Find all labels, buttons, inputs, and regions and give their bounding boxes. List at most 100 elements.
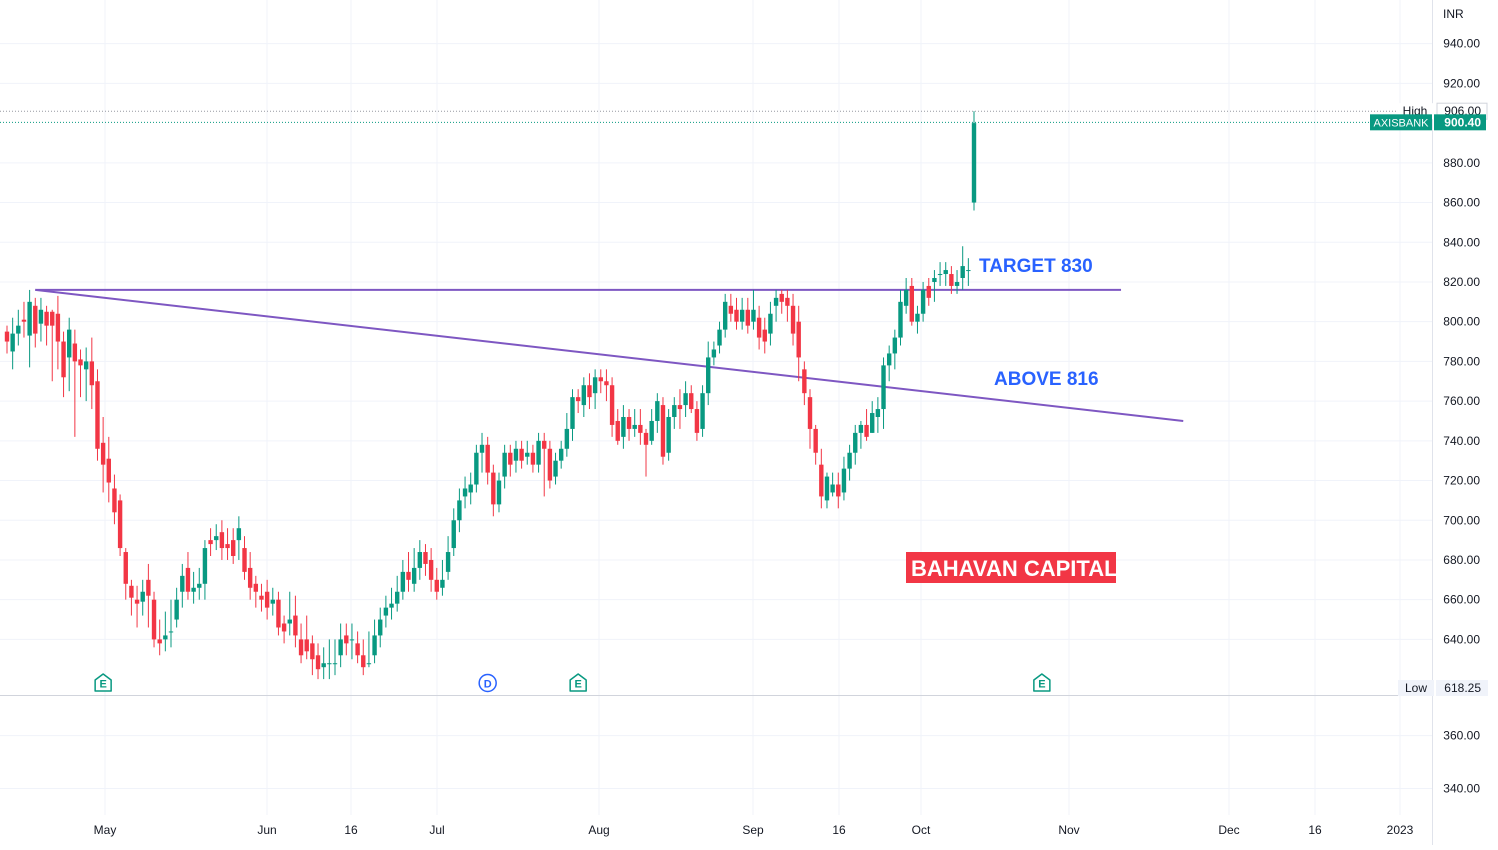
candle-body	[739, 309, 745, 322]
candle-up	[858, 420, 864, 449]
candle-body	[117, 500, 123, 549]
candle-body	[315, 655, 321, 670]
candle-up	[525, 440, 530, 465]
candle-down	[660, 397, 666, 465]
candle-body	[858, 424, 864, 433]
low-value: 618.25	[1444, 681, 1481, 695]
candle-down	[242, 536, 247, 580]
candle-body	[632, 424, 637, 429]
x-tick-label: 16	[344, 823, 358, 837]
candle-body	[649, 420, 654, 441]
candle-body	[711, 349, 717, 358]
candle-down	[21, 301, 27, 338]
candle-up	[338, 623, 343, 668]
candle-up	[411, 548, 417, 592]
candle-body	[445, 552, 451, 572]
candle-up	[666, 409, 671, 461]
candle-body	[406, 571, 411, 580]
marker-label: D	[484, 679, 492, 691]
candle-down	[745, 297, 751, 334]
candle-down	[293, 595, 298, 648]
y-tick-label: 920.00	[1443, 76, 1480, 90]
candle-body	[123, 552, 128, 584]
candle-up	[163, 611, 168, 652]
candle-up	[140, 579, 145, 616]
candle-up	[672, 397, 677, 429]
earnings-icon: E	[94, 673, 112, 692]
candle-up	[768, 301, 773, 346]
candle-body	[134, 599, 140, 604]
candle-up	[853, 424, 858, 465]
candle-body	[474, 452, 479, 485]
candle-down	[231, 528, 236, 564]
candle-body	[881, 365, 886, 410]
low-label-bg	[1398, 680, 1434, 696]
candle-down	[819, 448, 824, 509]
candle-body	[236, 528, 242, 541]
candle-body	[247, 567, 253, 588]
candle-body	[841, 468, 847, 493]
candle-up	[496, 472, 502, 513]
x-tick-label: Oct	[912, 823, 931, 837]
candle-body	[180, 575, 185, 592]
candle-up	[621, 405, 626, 449]
watermark-label: BAHAVAN CAPITAL	[906, 552, 1118, 583]
y-tick-label: 700.00	[1443, 513, 1480, 527]
candle-body	[966, 270, 971, 272]
candle-down	[756, 305, 762, 350]
candle-down	[134, 585, 140, 628]
candlesticks	[4, 111, 977, 680]
candle-body	[700, 393, 705, 429]
candle-body	[304, 639, 309, 652]
candle-up	[960, 246, 965, 290]
candle-up	[389, 587, 394, 620]
candle-body	[112, 488, 117, 513]
candle-body	[751, 309, 756, 322]
candle-body	[191, 587, 196, 592]
candle-body	[864, 424, 869, 437]
candle-down	[89, 337, 95, 410]
candle-body	[411, 567, 417, 584]
candle-down	[259, 583, 264, 612]
candle-down	[762, 317, 767, 354]
candle-body	[836, 484, 841, 497]
candle-down	[129, 579, 134, 616]
y-tick-label: 340.00	[1443, 782, 1480, 796]
candle-up	[468, 472, 473, 505]
candle-body	[259, 595, 264, 600]
candle-up	[349, 623, 355, 660]
x-tick-label: Dec	[1218, 823, 1239, 837]
candle-body	[621, 417, 626, 437]
candle-down	[485, 436, 490, 485]
candle-down	[344, 623, 349, 656]
candle-up	[67, 317, 72, 392]
candle-down	[926, 278, 931, 306]
candle-body	[508, 452, 513, 465]
candle-body	[468, 484, 473, 493]
candle-down	[587, 373, 592, 410]
candle-body	[344, 635, 349, 644]
candle-body	[547, 448, 553, 481]
candle-body	[61, 341, 66, 378]
x-tick-label: Aug	[588, 823, 609, 837]
candle-up	[570, 389, 575, 441]
candle-up	[168, 599, 174, 648]
candle-up	[479, 432, 485, 473]
marker-label: E	[99, 679, 106, 691]
candle-up	[915, 305, 920, 334]
candle-down	[598, 369, 603, 394]
candle-up	[920, 281, 926, 322]
y-tick-label: 760.00	[1443, 394, 1480, 408]
candle-body	[570, 397, 575, 429]
candle-body	[564, 428, 570, 449]
candle-body	[728, 305, 734, 314]
candle-body	[349, 639, 355, 641]
candle-up	[773, 289, 779, 322]
candle-down	[355, 631, 360, 664]
candle-up	[881, 357, 886, 429]
candle-down	[361, 639, 366, 676]
candle-body	[78, 359, 83, 366]
symbol-label: AXISBANK	[1373, 117, 1429, 129]
